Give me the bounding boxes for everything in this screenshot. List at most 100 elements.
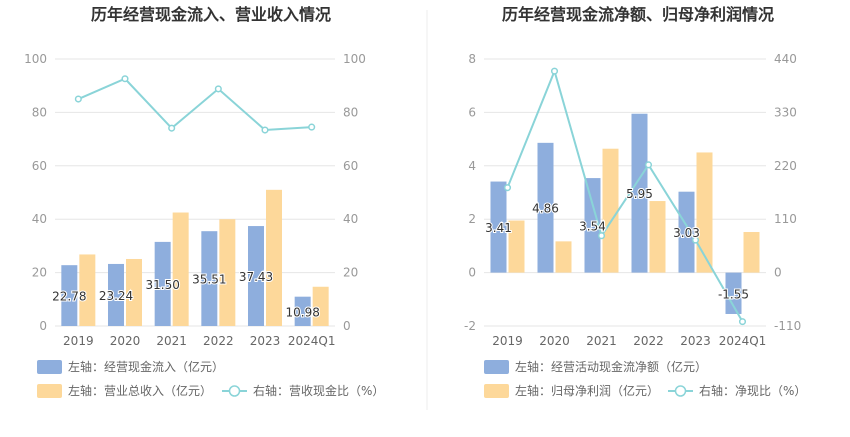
line-point: [214, 85, 222, 93]
right-tick-label: 80: [343, 105, 358, 119]
bar-data-label: 10.98: [285, 305, 319, 319]
bar: [201, 231, 218, 326]
bar-data-label: -1.55: [718, 287, 749, 301]
left-tick-label: 100: [24, 52, 47, 66]
legend: 左轴：经营活动现金流净额（亿元） 左轴：归母净利润（亿元） 右轴：净现比（%）: [484, 359, 806, 398]
legend-swatch: [484, 384, 509, 398]
bar: [266, 189, 282, 326]
bar-data-label: 3.54: [579, 219, 606, 233]
legend-label: 右轴：净现比（%）: [699, 383, 806, 398]
right-tick-label: 40: [343, 212, 358, 226]
bar: [602, 148, 619, 273]
line-point: [121, 75, 129, 83]
left-axis-ticks: -2 0 2 4 6 8: [464, 52, 476, 333]
bar: [248, 226, 264, 326]
left-tick-label: 2: [468, 212, 476, 226]
bar-data-label: 3.41: [485, 221, 512, 235]
line-point: [597, 232, 606, 240]
line-point: [74, 95, 82, 103]
chart-panel-net-cash-profit: 历年经营现金流净额、归母净利润情况 -2 0 2 4 6 8 -110 0 110 220 330…: [464, 5, 806, 398]
right-tick-label: 100: [343, 52, 366, 66]
right-tick-label: 60: [343, 159, 358, 173]
bar: [696, 152, 713, 273]
bar: [678, 191, 695, 273]
x-tick-label: 2021: [586, 334, 617, 348]
x-tick-label: 2021: [156, 334, 187, 348]
legend-swatch: [484, 360, 509, 374]
x-tick-label: 2020: [539, 334, 570, 348]
right-tick-label: -110: [774, 319, 801, 333]
x-tick-label: 2019: [492, 334, 523, 348]
legend-label: 左轴：经营活动现金流净额（亿元）: [515, 359, 707, 374]
bar: [312, 286, 329, 326]
x-tick-label: 2023: [250, 334, 281, 348]
bar: [108, 263, 124, 326]
ratio-line: [503, 67, 747, 326]
bars: [61, 189, 329, 326]
x-tick-label: 2019: [63, 334, 94, 348]
right-tick-label: 220: [774, 159, 797, 173]
left-tick-label: 6: [468, 105, 476, 119]
legend-label: 右轴：营收现金比（%）: [253, 383, 384, 398]
bar: [490, 181, 507, 273]
legend: 左轴：经营现金流入（亿元） 左轴：营业总收入（亿元） 右轴：营收现金比（%）: [37, 359, 384, 398]
right-tick-label: 330: [774, 105, 797, 119]
line-point: [261, 126, 269, 134]
x-tick-label: 2023: [680, 334, 711, 348]
bar: [172, 212, 189, 326]
right-tick-label: 20: [343, 266, 358, 280]
right-tick-label: 110: [774, 212, 797, 226]
bar: [126, 258, 142, 326]
x-tick-label: 2024Q1: [288, 334, 336, 348]
line-point: [308, 123, 316, 131]
left-tick-label: 8: [468, 52, 476, 66]
bar: [79, 254, 96, 326]
bar-data-labels: 3.41 4.86 3.54 5.95 3.03 -1.55: [484, 186, 750, 302]
x-tick-label: 2024Q1: [719, 334, 767, 348]
bar: [649, 201, 666, 273]
chart-panel-cash-inflow-revenue: 历年经营现金流入、营业收入情况 0 20 40 60 80 100 0 20 40 60 80 10…: [24, 5, 384, 398]
bar-data-label: 23.24: [99, 289, 133, 303]
bar: [508, 220, 525, 273]
left-axis-ticks: 0 20 40 60 80 100: [24, 52, 47, 333]
left-tick-label: 60: [32, 159, 47, 173]
line-point: [644, 161, 653, 169]
x-axis-ticks: 2019 2020 2021 2022 2023 2024Q1: [492, 334, 766, 348]
bar-data-label: 37.43: [239, 270, 273, 284]
legend-swatch: [37, 384, 62, 398]
line-point: [550, 67, 559, 75]
bar: [555, 241, 572, 273]
grid-lines: [484, 58, 766, 327]
x-axis-ticks: 2019 2020 2021 2022 2023 2024Q1: [63, 334, 335, 348]
legend-marker: [228, 385, 241, 397]
legend-label: 左轴：经营现金流入（亿元）: [68, 359, 224, 374]
left-tick-label: -2: [464, 319, 476, 333]
bar: [584, 178, 601, 273]
bar-data-label: 35.51: [192, 273, 226, 287]
line-point: [691, 236, 700, 244]
bar: [743, 232, 760, 273]
left-tick-label: 0: [39, 319, 47, 333]
x-tick-label: 2022: [203, 334, 234, 348]
x-tick-label: 2020: [110, 334, 141, 348]
bar: [154, 241, 171, 326]
line-point: [503, 184, 512, 192]
legend-marker: [674, 385, 687, 397]
bar: [219, 219, 236, 326]
bar: [725, 272, 742, 314]
line-point: [738, 318, 747, 326]
bar-data-label: 22.78: [52, 290, 86, 304]
left-tick-label: 4: [468, 159, 476, 173]
legend-label: 左轴：营业总收入（亿元）: [68, 383, 212, 398]
right-tick-label: 0: [774, 266, 782, 280]
bar-data-labels: 22.78 23.24 31.50 35.51 37.43 10.98: [51, 269, 321, 320]
bar: [631, 113, 648, 273]
bar: [61, 265, 78, 326]
right-tick-label: 440: [774, 52, 797, 66]
series-line: [506, 68, 744, 323]
right-axis-ticks: 0 20 40 60 80 100: [343, 52, 366, 333]
left-tick-label: 40: [32, 212, 47, 226]
bar-data-label: 4.86: [532, 202, 559, 216]
bar: [537, 142, 554, 273]
